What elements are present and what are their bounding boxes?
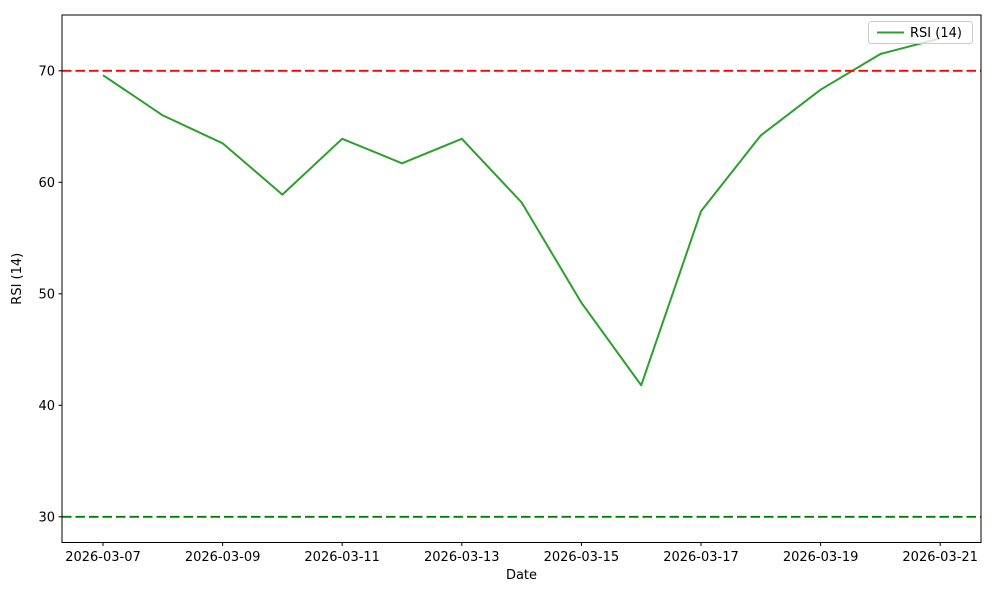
x-tick-label: 2026-03-11	[304, 550, 380, 565]
x-tick-label: 2026-03-17	[663, 550, 739, 565]
x-tick-label: 2026-03-15	[544, 550, 620, 565]
y-tick-label: 70	[38, 64, 55, 79]
y-tick-label: 40	[38, 399, 55, 414]
legend-box	[868, 21, 973, 44]
axis-layer: 30 40 50 60 70 2026-03-07 2026-03-09 2026-03-11…	[38, 64, 978, 565]
x-tick-label: 2026-03-19	[783, 550, 859, 565]
x-tick-label: 2026-03-09	[185, 550, 261, 565]
legend-label: RSI (14)	[910, 26, 962, 41]
y-tick-label: 60	[38, 176, 55, 191]
plot-border	[61, 14, 982, 543]
x-tick-label: 2026-03-07	[65, 550, 141, 565]
y-axis-label: RSI (14)	[10, 253, 25, 305]
x-tick-label: 2026-03-13	[424, 550, 500, 565]
y-tick-label: 30	[38, 510, 55, 525]
rsi-line	[102, 37, 941, 387]
x-tick-label: 2026-03-21	[902, 550, 978, 565]
y-tick-label: 50	[38, 287, 55, 302]
x-axis-label: Date	[506, 568, 537, 583]
threshold-lines-layer	[62, 69, 981, 518]
series-layer	[102, 37, 941, 387]
legend: RSI (14)	[868, 21, 973, 44]
